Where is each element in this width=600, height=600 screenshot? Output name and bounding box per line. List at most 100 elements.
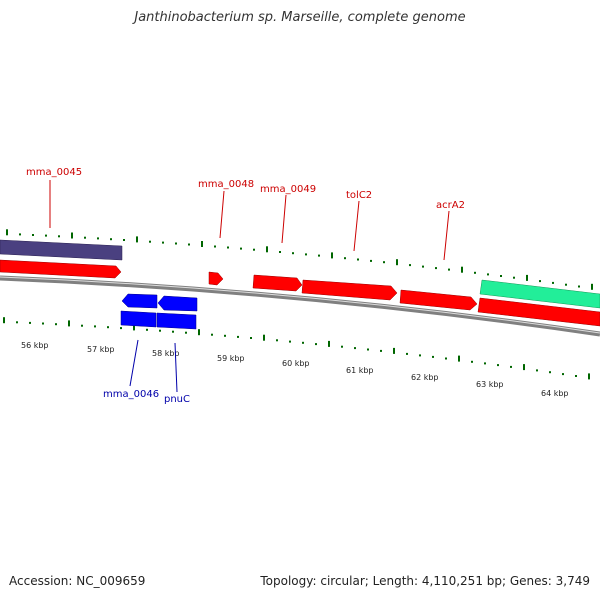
- minor-tick: [58, 235, 60, 238]
- minor-tick: [344, 257, 346, 260]
- minor-tick: [578, 285, 580, 288]
- minor-tick: [367, 348, 369, 351]
- minor-tick: [146, 328, 148, 331]
- gene-pnuc[interactable]: [156, 312, 197, 330]
- major-tick: [523, 364, 525, 371]
- green-feature-bar[interactable]: [479, 279, 600, 309]
- scale-label: 64 kbp: [541, 389, 569, 398]
- gene-mma-0048[interactable]: [208, 271, 224, 286]
- scale-label: 60 kbp: [282, 359, 310, 368]
- minor-tick: [94, 325, 96, 328]
- gene-label-pnuc[interactable]: pnuC: [164, 394, 190, 405]
- gene-label-mma-0046[interactable]: mma_0046: [103, 389, 159, 400]
- gene-label-acra2[interactable]: acrA2: [436, 200, 465, 211]
- minor-tick: [432, 355, 434, 358]
- gene-label-mma-0048[interactable]: mma_0048: [198, 179, 254, 190]
- gene-pnuc-upper[interactable]: [157, 295, 198, 312]
- minor-tick: [29, 321, 31, 324]
- major-tick: [393, 347, 395, 354]
- minor-tick: [409, 264, 411, 267]
- minor-tick: [276, 339, 278, 342]
- scale-label: 62 kbp: [411, 373, 439, 382]
- major-tick: [198, 329, 200, 336]
- minor-tick: [81, 324, 83, 327]
- gene-mma-0049[interactable]: [252, 274, 303, 292]
- minor-tick: [380, 349, 382, 352]
- minor-tick: [45, 234, 47, 237]
- minor-tick: [406, 352, 408, 355]
- minor-tick: [172, 330, 174, 333]
- scale-label: 59 kbp: [217, 354, 245, 363]
- minor-tick: [370, 259, 372, 262]
- minor-tick: [289, 340, 291, 343]
- genome-info-text: Topology: circular; Length: 4,110,251 bp…: [260, 574, 590, 588]
- gene-label-mma-0045[interactable]: mma_0045: [26, 167, 82, 178]
- accession-text: Accession: NC_009659: [9, 574, 146, 588]
- gene-red-right[interactable]: [477, 297, 600, 327]
- gene-mma-0046[interactable]: [120, 310, 157, 328]
- scale-label: 57 kbp: [87, 345, 115, 354]
- major-tick: [263, 334, 265, 341]
- major-tick: [396, 259, 398, 266]
- minor-tick: [55, 323, 57, 326]
- minor-tick: [240, 247, 242, 250]
- leader-line: [219, 190, 225, 239]
- upper-tick-track: [6, 229, 593, 290]
- major-tick: [461, 266, 463, 273]
- leader-line: [443, 210, 450, 261]
- minor-tick: [305, 253, 307, 256]
- scale-label: 58 kbp: [152, 349, 180, 358]
- minor-tick: [575, 375, 577, 377]
- minor-tick: [185, 331, 187, 334]
- major-tick: [136, 236, 138, 243]
- minor-tick: [487, 273, 489, 276]
- major-tick: [71, 232, 73, 239]
- minor-tick: [279, 251, 281, 253]
- purple-feature-bar[interactable]: [0, 239, 123, 261]
- lower-tick-track: [3, 317, 590, 380]
- minor-tick: [162, 241, 164, 244]
- scale-labels: 56 kbp 57 kbp 58 kbp 59 kbp 60 kbp 61 kb…: [21, 341, 569, 398]
- minor-tick: [357, 258, 359, 261]
- scale-label: 63 kbp: [476, 380, 504, 389]
- minor-tick: [562, 373, 564, 376]
- minor-tick: [484, 362, 486, 365]
- leader-line: [281, 194, 287, 244]
- minor-tick: [107, 326, 109, 329]
- minor-tick: [159, 329, 161, 332]
- minor-tick: [539, 280, 541, 283]
- minor-tick: [419, 354, 421, 357]
- genome-backbone: [0, 275, 600, 337]
- gene-acra2[interactable]: [399, 289, 478, 311]
- scale-label: 56 kbp: [21, 341, 49, 350]
- major-tick: [201, 241, 203, 247]
- minor-tick: [211, 333, 213, 336]
- minor-tick: [341, 345, 343, 348]
- gene-label-mma-0049[interactable]: mma_0049: [260, 184, 316, 195]
- gene-tolc2[interactable]: [301, 279, 398, 301]
- minor-tick: [435, 267, 437, 270]
- minor-tick: [549, 371, 551, 374]
- major-tick: [6, 229, 8, 236]
- leader-line: [129, 339, 139, 387]
- minor-tick: [565, 283, 567, 286]
- gene-mma-0045[interactable]: [0, 259, 122, 279]
- major-tick: [588, 373, 590, 380]
- minor-tick: [120, 327, 122, 330]
- minor-tick: [224, 334, 226, 337]
- minor-tick: [253, 248, 255, 251]
- minor-tick: [149, 240, 151, 243]
- minor-tick: [214, 245, 216, 248]
- minor-tick: [383, 261, 385, 264]
- major-tick: [3, 317, 5, 324]
- minor-tick: [445, 357, 447, 360]
- major-tick: [526, 274, 528, 281]
- scale-label: 61 kbp: [346, 366, 374, 375]
- minor-tick: [123, 239, 125, 241]
- gene-label-tolc2[interactable]: tolC2: [346, 190, 372, 201]
- major-tick: [331, 252, 333, 259]
- gene-mma-0046-upper[interactable]: [121, 293, 158, 309]
- minor-tick: [97, 237, 99, 240]
- minor-tick: [42, 322, 44, 325]
